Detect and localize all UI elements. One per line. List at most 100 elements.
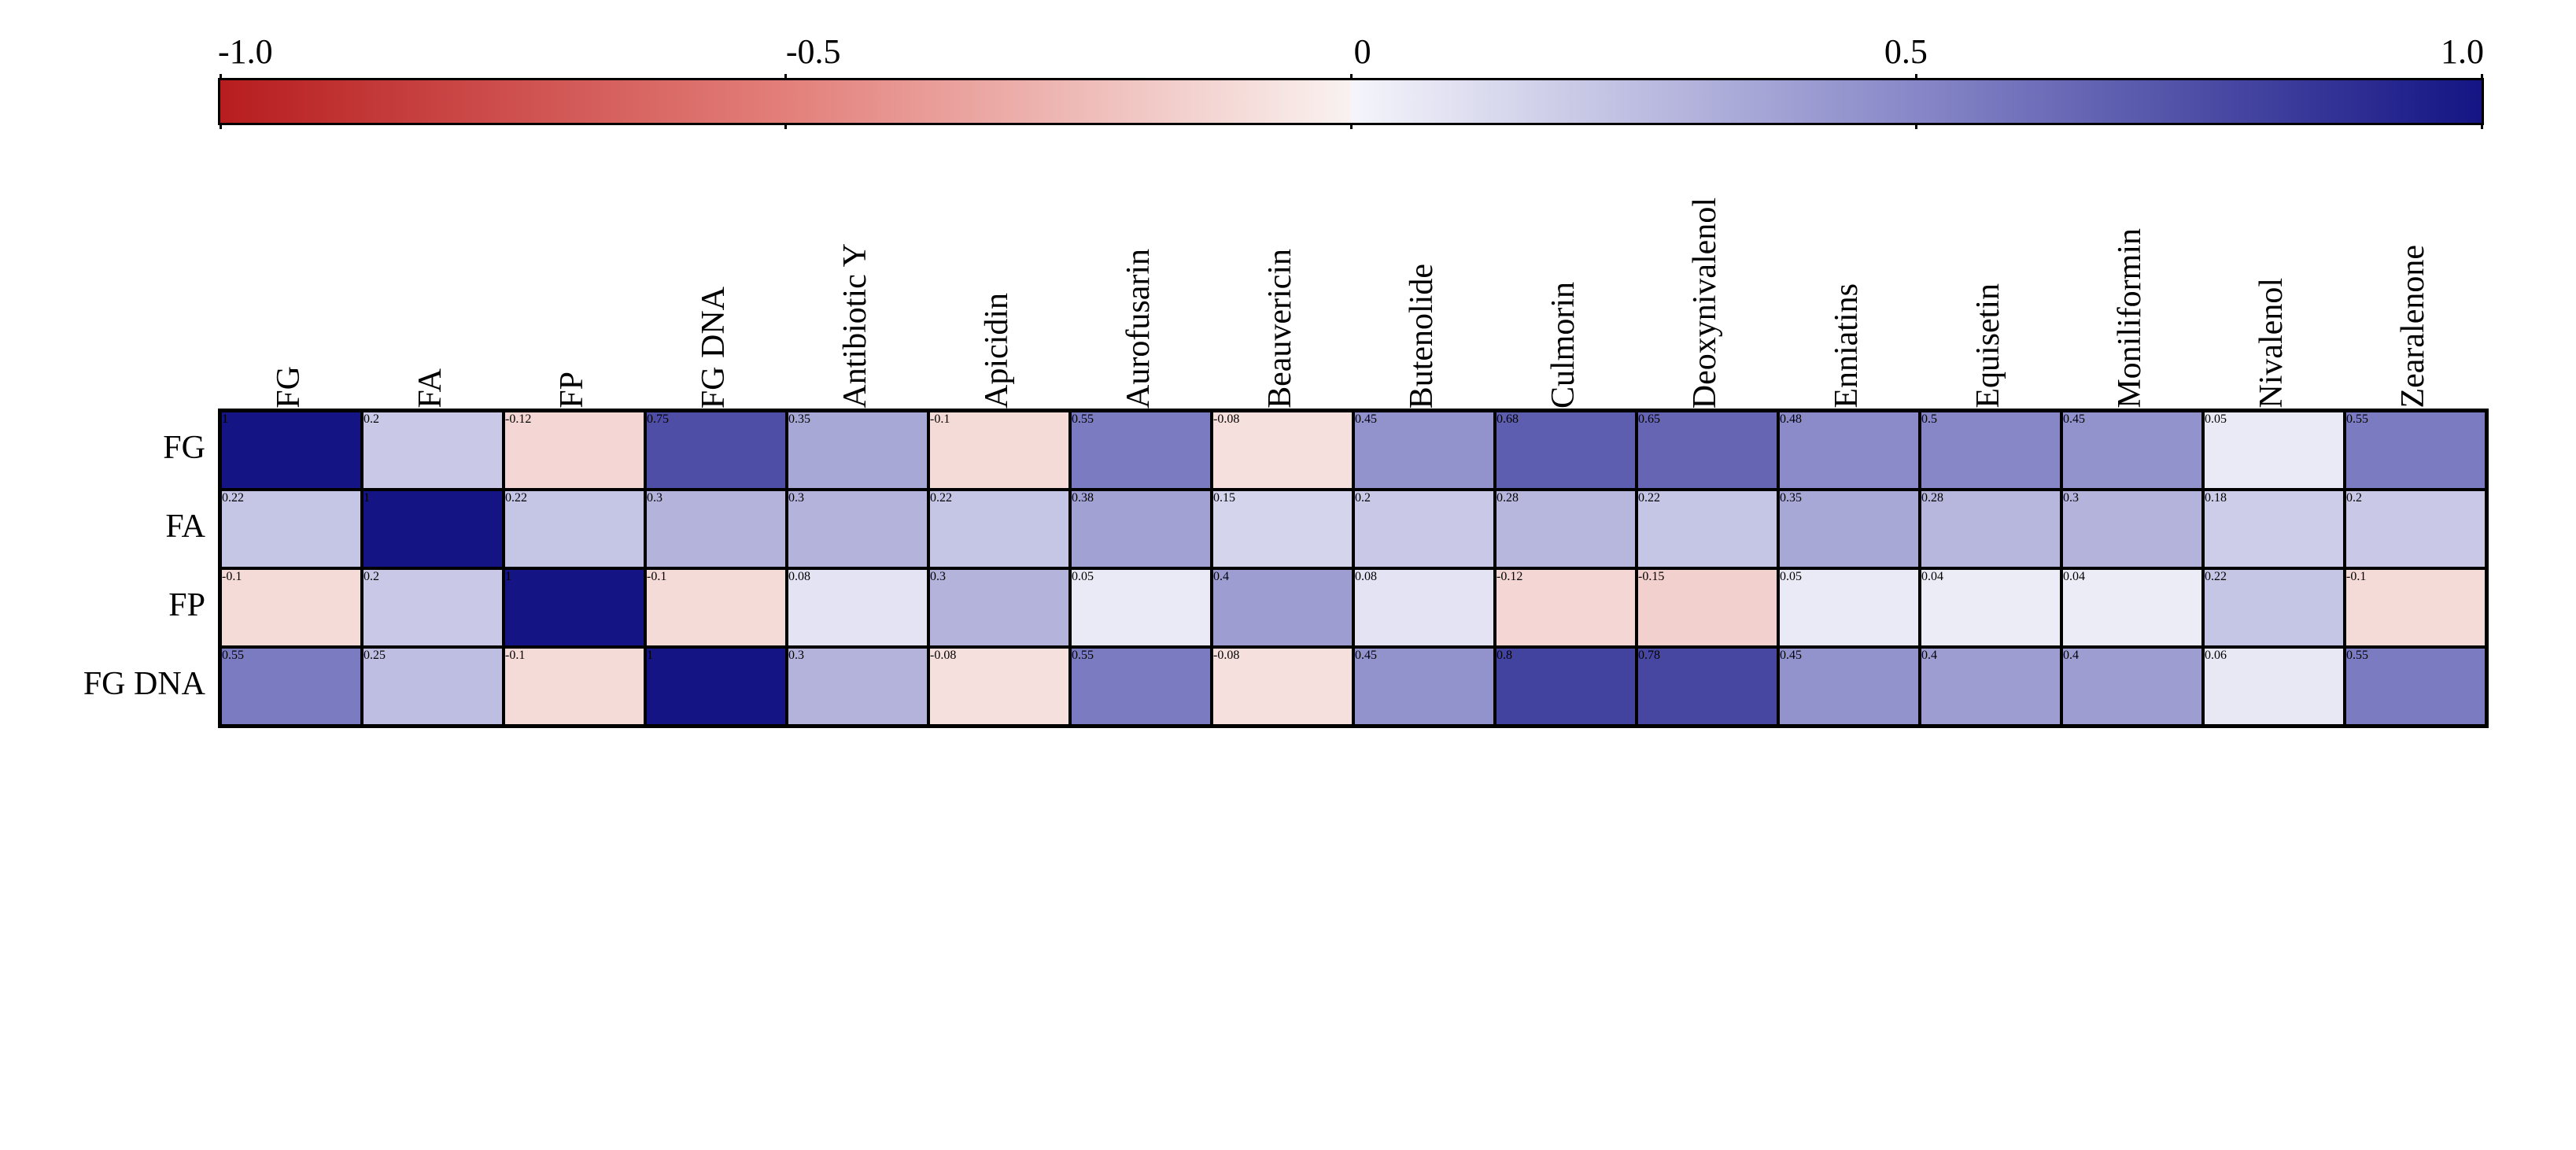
colorbar-tick-label: 0.5 xyxy=(1884,31,1928,72)
column-label: Antibiotic Y xyxy=(836,235,874,409)
column-labels: FG FA FP FG DNA Antibiotic Y Apicidin Aurofusa… xyxy=(76,157,2500,409)
heatmap-cell: 0.22 xyxy=(504,490,645,568)
heatmap-cell: 0.28 xyxy=(1920,490,2061,568)
heatmap-cell: 0.3 xyxy=(645,490,787,568)
heatmap-cell: 0.05 xyxy=(2203,411,2345,490)
colorbar-tick xyxy=(1915,123,1917,129)
heatmap-cell: 0.3 xyxy=(928,568,1070,647)
colorbar-tick xyxy=(220,123,222,129)
colorbar-tick xyxy=(2481,74,2483,80)
heatmap-cell: 0.06 xyxy=(2203,647,2345,726)
heatmap-cell: -0.1 xyxy=(928,411,1070,490)
column-label: Deoxynivalenol xyxy=(1686,190,1724,409)
heatmap-cell: 0.75 xyxy=(645,411,787,490)
colorbar-tick xyxy=(220,74,222,80)
heatmap-cell: 0.2 xyxy=(362,411,504,490)
heatmap-cell: 0.45 xyxy=(1778,647,1920,726)
colorbar-tick-label: -1.0 xyxy=(218,31,273,72)
column-label: FP xyxy=(553,364,591,409)
heatmap-cell: 1 xyxy=(220,411,362,490)
colorbar: -1.0 -0.5 0 0.5 1.0 xyxy=(218,31,2484,125)
heatmap-cell: 0.2 xyxy=(1353,490,1495,568)
column-label: Equisetin xyxy=(1969,275,2007,409)
heatmap-cell: -0.12 xyxy=(1495,568,1637,647)
heatmap-cell: 0.3 xyxy=(2061,490,2203,568)
heatmap-cell: 1 xyxy=(504,568,645,647)
heatmap-cell: 1 xyxy=(645,647,787,726)
column-label-cell: FG DNA xyxy=(643,279,784,409)
column-label-cell: FP xyxy=(501,364,643,409)
column-label: Moniliformin xyxy=(2111,220,2149,409)
heatmap-cell: 0.55 xyxy=(2345,647,2486,726)
heatmap-cell: 0.05 xyxy=(1070,568,1212,647)
heatmap-cell: 0.2 xyxy=(2345,490,2486,568)
heatmap-cell: 1 xyxy=(362,490,504,568)
heatmap-cell: 0.8 xyxy=(1495,647,1637,726)
column-label-cell: Deoxynivalenol xyxy=(1634,190,1776,409)
heatmap-cell: 0.55 xyxy=(1070,647,1212,726)
column-label-cell: Moniliformin xyxy=(2059,220,2201,409)
row-label: FA xyxy=(76,487,218,566)
colorbar-tick-labels: -1.0 -0.5 0 0.5 1.0 xyxy=(218,31,2484,78)
heatmap-cell: 0.78 xyxy=(1637,647,1778,726)
column-label: FG xyxy=(270,358,308,409)
colorbar-gradient xyxy=(218,78,2484,125)
column-label: Apicidin xyxy=(978,285,1016,409)
heatmap-cell: 0.05 xyxy=(1778,568,1920,647)
colorbar-tick xyxy=(1350,74,1353,80)
heatmap-cell: 0.18 xyxy=(2203,490,2345,568)
colorbar-tick xyxy=(2481,123,2483,129)
column-label: Enniatins xyxy=(1828,275,1866,409)
heatmap-cell: 0.4 xyxy=(1920,647,2061,726)
heatmap-cell: 0.04 xyxy=(2061,568,2203,647)
column-label-cell: Butenolide xyxy=(1351,256,1493,409)
heatmap-cell: 0.35 xyxy=(787,411,928,490)
heatmap-cell: -0.08 xyxy=(1212,411,1353,490)
heatmap-cell: 0.3 xyxy=(787,647,928,726)
column-label: FA xyxy=(411,361,449,409)
column-label-cell: Aurofusarin xyxy=(1068,241,1209,409)
column-label: Zearalenone xyxy=(2394,237,2432,409)
colorbar-tick xyxy=(1350,123,1353,129)
colorbar-tick xyxy=(784,123,787,129)
column-label-cell: Apicidin xyxy=(926,285,1068,409)
heatmap-cell: 0.4 xyxy=(2061,647,2203,726)
column-label-cell: Beauvericin xyxy=(1209,241,1351,409)
colorbar-tick-label: -0.5 xyxy=(786,31,841,72)
column-label: Aurofusarin xyxy=(1120,241,1157,409)
colorbar-tick xyxy=(1915,74,1917,80)
heatmap-cell: 0.4 xyxy=(1212,568,1353,647)
heatmap-row: 0.2210.220.30.30.220.380.150.20.280.220.… xyxy=(220,490,2486,568)
heatmap-cell: 0.22 xyxy=(2203,568,2345,647)
heatmap-cell: 0.04 xyxy=(1920,568,2061,647)
row-label: FG DNA xyxy=(76,645,218,723)
colorbar-tick-label: 0 xyxy=(1354,31,1371,72)
correlation-heatmap-figure: -1.0-0.500.51.0FGFAFPFG DNAAntibiotic YA… xyxy=(76,31,2500,728)
column-label: Beauvericin xyxy=(1261,241,1299,409)
heatmap-cell: -0.1 xyxy=(220,568,362,647)
column-label-cell: FG xyxy=(218,358,360,409)
row-label: FP xyxy=(76,566,218,645)
heatmap-grid: 10.2-0.120.750.35-0.10.55-0.080.450.680.… xyxy=(218,409,2489,728)
heatmap-cell: 0.22 xyxy=(928,490,1070,568)
heatmap-cell: 0.08 xyxy=(787,568,928,647)
heatmap-row: 0.550.25-0.110.3-0.080.55-0.080.450.80.7… xyxy=(220,647,2486,726)
heatmap-cell: 0.08 xyxy=(1353,568,1495,647)
colorbar-tick-label: 1.0 xyxy=(2441,31,2484,72)
column-label-cell: Equisetin xyxy=(1917,275,2059,409)
heatmap-cell: 0.3 xyxy=(787,490,928,568)
column-label-cell: Antibiotic Y xyxy=(784,235,926,409)
heatmap-cell: -0.08 xyxy=(928,647,1070,726)
column-label: Culmorin xyxy=(1544,274,1582,409)
heatmap-cell: 0.28 xyxy=(1495,490,1637,568)
heatmap-cell: 0.55 xyxy=(2345,411,2486,490)
heatmap-cell: 0.48 xyxy=(1778,411,1920,490)
column-label-cell: Nivalenol xyxy=(2201,270,2342,409)
column-label-cell: Zearalenone xyxy=(2342,237,2484,409)
heatmap-cell: -0.12 xyxy=(504,411,645,490)
heatmap-cell: 0.45 xyxy=(1353,411,1495,490)
heatmap-cell: -0.1 xyxy=(645,568,787,647)
heatmap-cell: -0.15 xyxy=(1637,568,1778,647)
column-label-cell: Culmorin xyxy=(1493,274,1634,409)
heatmap-cell: 0.15 xyxy=(1212,490,1353,568)
